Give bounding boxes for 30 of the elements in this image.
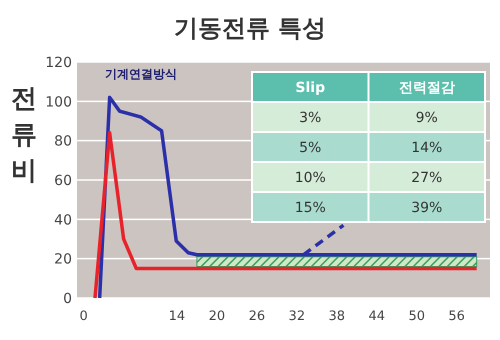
y-tick-label: 20 [54,252,72,268]
chart-title: 기동전류 특성 [174,14,326,42]
y-tick-label: 120 [45,55,72,71]
x-tick-label: 14 [168,309,186,324]
annotation: 15% [294,200,326,216]
annotation: 5% [299,140,322,156]
annotation: 14% [411,140,442,156]
y-tick-label: 0 [63,291,72,307]
x-tick-label: 56 [448,309,465,324]
annotation: 3% [299,110,322,126]
annotation: 27% [411,170,442,186]
y-tick-label: 80 [54,134,72,150]
y-tick-label: 60 [54,173,72,189]
x-tick-label: 50 [408,309,425,324]
annotation: 전력절감 [398,80,455,96]
x-tick-label: 38 [328,309,346,324]
x-tick-label: 20 [208,309,226,324]
y-tick-label: 40 [54,212,72,228]
x-tick-label: 32 [288,309,306,324]
x-tick-label: 26 [248,309,266,324]
annotation: 39% [411,200,442,216]
x-tick-label: 0 [80,309,88,324]
annotation: Slip [295,80,326,96]
annotation: 10% [294,170,326,186]
annotation: 9% [416,110,438,126]
y-tick-label: 100 [45,94,72,110]
y-axis-title: 전류비 [11,84,37,186]
x-tick-label: 44 [368,309,386,324]
line-series [93,131,478,300]
annotation: 기계연결방식 [105,67,177,81]
